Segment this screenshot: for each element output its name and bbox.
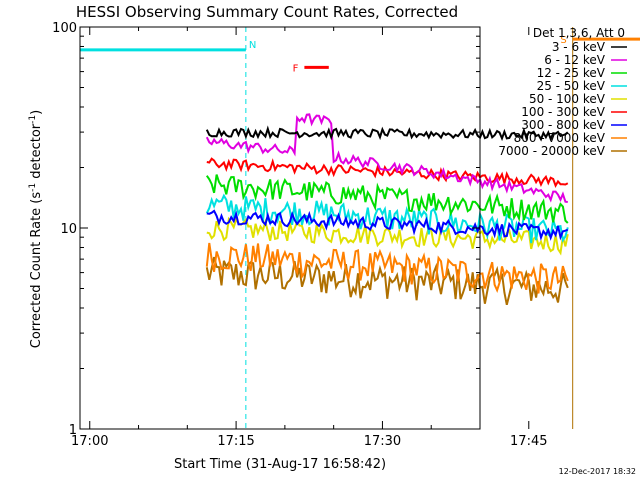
y-axis-label-sup-1: -1 (28, 183, 38, 192)
legend-label-5: 100 - 300 keV (521, 105, 605, 119)
legend-label-0: 3 - 6 keV (552, 40, 606, 54)
x-tick-label-2: 17:30 (364, 434, 401, 449)
series-line-5-seg-0 (206, 157, 569, 188)
legend-label-3: 25 - 50 keV (537, 79, 606, 93)
legend-header: Det 1,3,6, Att 0 (533, 26, 625, 40)
series-line-1-seg-0 (205, 113, 568, 203)
y-axis-label-sup-2: -1 (28, 115, 38, 124)
y-axis-label-main: Corrected Count Rate (s (29, 192, 44, 349)
legend-label-6: 300 - 800 keV (521, 118, 605, 132)
legend-label-1: 6 - 12 keV (544, 53, 606, 67)
x-tick-label-3: 17:45 (510, 434, 547, 449)
y-tick-label-2: 100 (52, 21, 77, 36)
series-line-2-seg-0 (205, 174, 569, 224)
y-axis-ticks: 1 10 100 (52, 21, 480, 438)
x-tick-label-1: 17:15 (217, 434, 254, 449)
legend-label-8: 7000 - 20000 keV (498, 144, 605, 158)
series-line-6-seg-0 (206, 209, 569, 242)
x-tick-label-0: 17:00 (71, 434, 108, 449)
chart-title: HESSI Observing Summary Count Rates, Cor… (76, 3, 458, 21)
y-axis-label: Corrected Count Rate (s-1 detector-1) (28, 110, 44, 348)
legend-label-2: 12 - 25 keV (537, 66, 606, 80)
footer-timestamp: 12-Dec-2017 18:32 (559, 467, 636, 476)
y-axis-label-mid: detector (29, 123, 44, 183)
series-line-7-seg-0 (205, 242, 569, 294)
legend-label-7: 800 - 7000 keV (514, 131, 606, 145)
x-axis-label: Start Time (31-Aug-17 16:58:42) (174, 457, 386, 472)
series-line-8-seg-0 (205, 256, 569, 306)
series-line-0-seg-0 (205, 125, 569, 142)
flag-bars: N F S (80, 35, 640, 74)
flag-label-0: N (249, 40, 256, 51)
flag-label-1: F (293, 63, 299, 74)
y-tick-label-1: 10 (60, 222, 77, 237)
y-tick-label-0: 1 (69, 423, 77, 438)
flag-label-2: S (560, 35, 566, 46)
legend-label-4: 50 - 100 keV (529, 92, 606, 106)
series-lines (205, 113, 569, 306)
y-axis-label-end: ) (29, 110, 44, 115)
